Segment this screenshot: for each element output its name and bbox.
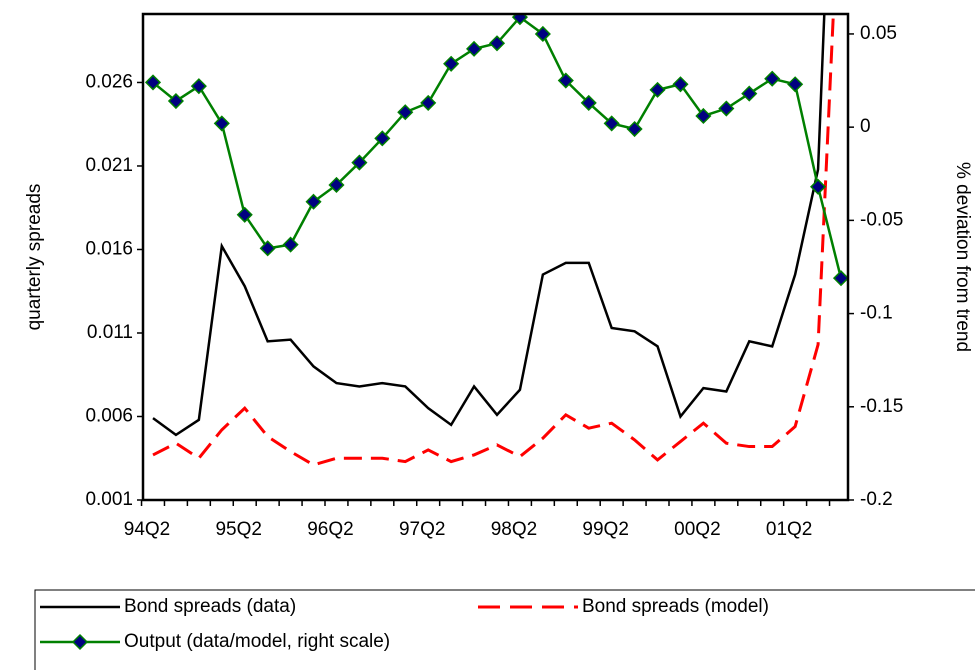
plot-area (144, 14, 848, 467)
series-marker (557, 72, 574, 89)
series-marker (374, 130, 391, 147)
series-marker (351, 154, 368, 171)
series-line (152, 15, 843, 279)
x-tick-label: 01Q2 (766, 519, 812, 540)
y-tick-label: 0.016 (85, 239, 133, 260)
series-marker (741, 85, 758, 102)
x-tick-label: 97Q2 (399, 519, 445, 540)
series-marker (787, 76, 804, 93)
series-marker (328, 176, 345, 194)
series-marker (282, 236, 299, 253)
series-marker (420, 94, 437, 111)
y-tick-label: 0.021 (85, 155, 133, 176)
series-marker (397, 104, 414, 121)
y-tick-label: 0.011 (87, 322, 133, 343)
x-tick-label: 95Q2 (215, 519, 261, 540)
series-marker (832, 270, 848, 287)
y-axis-label: quarterly spreads (24, 184, 45, 331)
legend-label: Bond spreads (model) (582, 596, 769, 617)
series-marker (190, 78, 207, 95)
series-line (152, 14, 835, 467)
legend-box (34, 589, 975, 670)
y2-axis-label: % deviation from trend (952, 162, 973, 352)
series-marker (672, 76, 689, 93)
series-marker (695, 107, 712, 125)
y2-tick-label: -0.15 (860, 396, 903, 417)
x-tick-label: 96Q2 (307, 519, 353, 540)
series-marker (466, 40, 483, 57)
x-tick-label: 94Q2 (124, 519, 170, 540)
series-marker (649, 81, 666, 98)
series-marker (213, 115, 230, 132)
x-tick-label: 00Q2 (674, 519, 720, 540)
series-line (152, 14, 826, 437)
series-marker (764, 70, 781, 87)
series-marker (580, 94, 597, 111)
series-marker (718, 100, 735, 117)
series-marker (236, 206, 253, 223)
y2-tick-label: -0.1 (860, 303, 893, 324)
plot-border (141, 12, 850, 502)
series-marker (603, 115, 620, 132)
y-tick-label: 0.026 (85, 71, 133, 92)
y-tick-label: 0.001 (85, 489, 133, 510)
y-tick-label: 0.006 (85, 406, 133, 427)
y2-tick-label: 0 (860, 116, 871, 137)
series-marker (534, 25, 551, 43)
y2-tick-label: -0.2 (860, 489, 893, 510)
series-marker (488, 35, 506, 52)
series-marker (259, 240, 276, 257)
x-tick-label: 99Q2 (582, 519, 628, 540)
series-marker (305, 193, 322, 210)
legend-marker (71, 633, 89, 651)
x-tick-label: 98Q2 (491, 519, 537, 540)
y2-tick-label: -0.05 (860, 209, 903, 230)
series-marker (443, 55, 460, 72)
legend-label: Output (data/model, right scale) (124, 631, 390, 652)
series-marker (626, 120, 643, 138)
series-marker (810, 178, 827, 195)
series-marker (144, 74, 162, 91)
series-marker (167, 92, 184, 110)
y2-tick-label: 0.05 (860, 23, 897, 44)
legend-label: Bond spreads (data) (124, 596, 296, 617)
